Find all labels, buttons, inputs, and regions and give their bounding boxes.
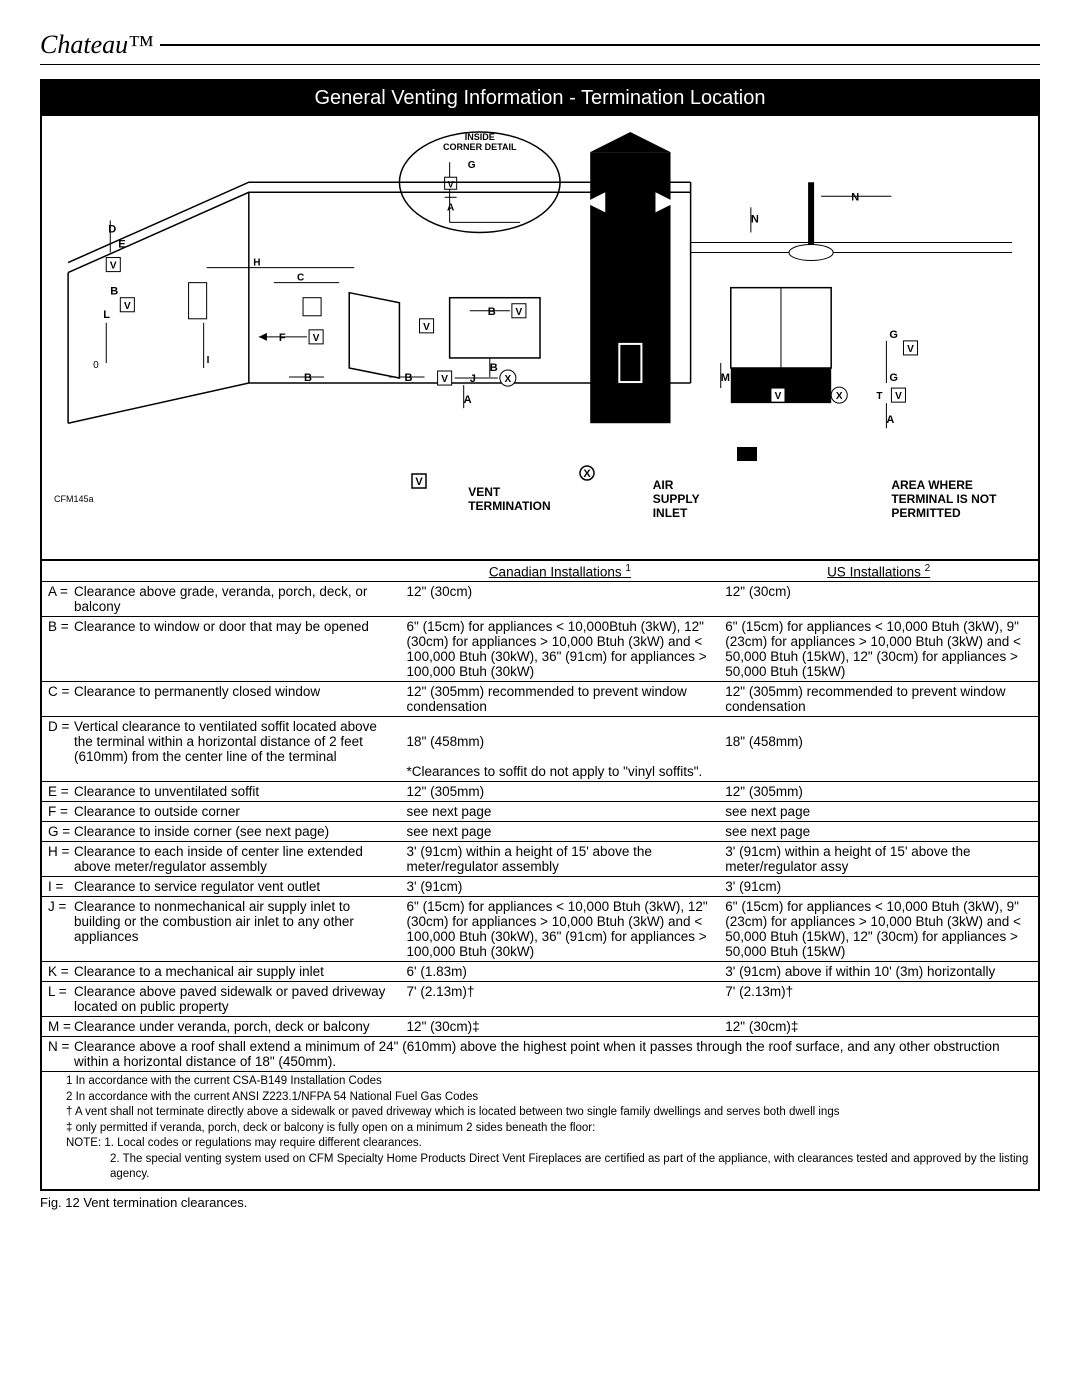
svg-text:N: N — [751, 213, 759, 225]
svg-text:B: B — [304, 372, 312, 384]
legend-vent: V VENT TERMINATION — [411, 473, 551, 524]
svg-text:0: 0 — [93, 360, 99, 371]
brand-header: Chateau™ — [40, 30, 1040, 65]
svg-text:G: G — [889, 372, 898, 384]
svg-text:E: E — [118, 239, 125, 251]
svg-text:V: V — [423, 322, 430, 333]
footnote-dagger: † A vent shall not terminate directly ab… — [66, 1105, 1030, 1121]
table-row: K =Clearance to a mechanical air supply … — [42, 962, 1038, 982]
table-row: F =Clearance to outside cornersee next p… — [42, 802, 1038, 822]
table-row: H =Clearance to each inside of center li… — [42, 842, 1038, 877]
table-row: L =Clearance above paved sidewalk or pav… — [42, 982, 1038, 1017]
svg-text:B: B — [488, 306, 496, 318]
table-row: B =Clearance to window or door that may … — [42, 617, 1038, 682]
table-row: G =Clearance to inside corner (see next … — [42, 822, 1038, 842]
svg-text:X: X — [505, 374, 512, 385]
svg-text:K: K — [801, 390, 809, 402]
table-row: I =Clearance to service regulator vent o… — [42, 877, 1038, 897]
legend-area: AREA WHERE TERMINAL IS NOT PERMITTED — [737, 447, 1026, 551]
svg-text:A: A — [464, 394, 472, 406]
svg-text:X: X — [583, 468, 591, 480]
svg-text:V: V — [415, 476, 423, 488]
house-schematic-svg: INSIDE CORNER DETAIL G V A — [48, 122, 1032, 443]
brand-text: Chateau™ — [40, 30, 154, 60]
clearance-table: Canadian Installations 1 US Installation… — [42, 560, 1038, 1072]
figure-caption: Fig. 12 Vent termination clearances. — [40, 1191, 1040, 1210]
footnotes: 1 In accordance with the current CSA-B14… — [42, 1071, 1038, 1189]
svg-text:M: M — [721, 372, 730, 384]
svg-text:V: V — [313, 333, 320, 344]
figure-frame: General Venting Information - Terminatio… — [40, 79, 1040, 1191]
svg-text:T: T — [876, 391, 883, 402]
svg-text:I: I — [207, 355, 210, 366]
table-row: D =Vertical clearance to ventilated soff… — [42, 717, 1038, 782]
svg-text:X: X — [836, 391, 843, 402]
svg-text:V: V — [441, 374, 448, 385]
svg-text:V: V — [775, 391, 782, 402]
table-row: A =Clearance above grade, veranda, porch… — [42, 582, 1038, 617]
svg-text:C: C — [297, 273, 304, 284]
footnote-note2: 2. The special venting system used on CF… — [66, 1152, 1030, 1183]
svg-text:G: G — [468, 160, 476, 171]
svg-text:V: V — [895, 391, 902, 402]
legend-air: X AIR SUPPLY INLET — [579, 465, 710, 533]
svg-text:V: V — [448, 179, 454, 189]
termination-diagram: INSIDE CORNER DETAIL G V A — [42, 116, 1038, 560]
svg-text:INSIDE: INSIDE — [465, 132, 495, 142]
table-row: J =Clearance to nonmechanical air supply… — [42, 897, 1038, 962]
svg-text:CORNER DETAIL: CORNER DETAIL — [443, 142, 517, 152]
svg-text:V: V — [110, 261, 117, 272]
svg-text:L: L — [103, 309, 110, 321]
svg-text:J: J — [470, 373, 476, 385]
footnote-note1: NOTE: 1. Local codes or regulations may … — [66, 1136, 1030, 1152]
svg-text:B: B — [490, 362, 498, 374]
svg-text:B: B — [110, 286, 118, 298]
footnote-2: 2 In accordance with the current ANSI Z2… — [66, 1090, 1030, 1106]
table-row: C =Clearance to permanently closed windo… — [42, 682, 1038, 717]
header-rule — [160, 44, 1040, 46]
svg-text:F: F — [279, 332, 286, 344]
svg-text:B: B — [404, 372, 412, 384]
svg-text:D: D — [108, 223, 116, 235]
svg-text:H: H — [253, 258, 260, 269]
svg-text:V: V — [516, 307, 523, 318]
row-n: N =Clearance above a roof shall extend a… — [42, 1037, 1038, 1072]
diagram-legend: CFM145a V VENT TERMINATION X AIR SUPPLY … — [48, 443, 1032, 555]
svg-text:V: V — [124, 301, 131, 312]
figure-title: General Venting Information - Terminatio… — [42, 81, 1038, 116]
col-canadian: Canadian Installations 1 — [401, 560, 720, 582]
table-row: E =Clearance to unventilated soffit12" (… — [42, 782, 1038, 802]
diagram-code: CFM145a — [54, 494, 94, 504]
footnote-ddagger: ‡ only permitted if veranda, porch, deck… — [66, 1121, 1030, 1137]
svg-text:G: G — [889, 329, 898, 341]
col-label — [42, 560, 401, 582]
col-us: US Installations 2 — [719, 560, 1038, 582]
svg-text:A: A — [886, 414, 894, 426]
footnote-1: 1 In accordance with the current CSA-B14… — [66, 1074, 1030, 1090]
svg-text:N: N — [851, 191, 859, 203]
table-row: M =Clearance under veranda, porch, deck … — [42, 1017, 1038, 1037]
svg-text:A: A — [447, 202, 454, 213]
svg-text:V: V — [907, 344, 914, 355]
